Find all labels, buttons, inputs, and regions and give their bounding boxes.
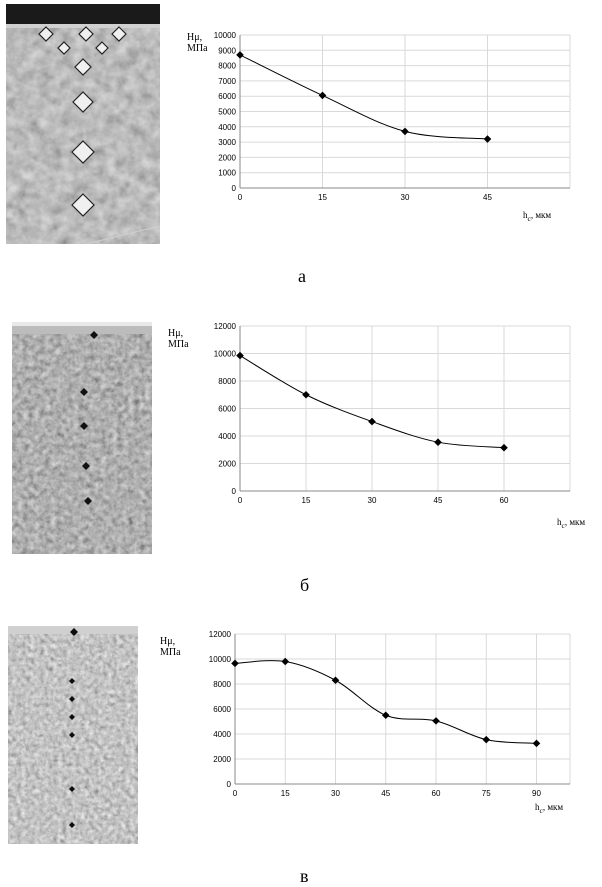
chart-b-ytick-label: 2000 xyxy=(218,460,236,469)
chart-c-point xyxy=(532,739,541,748)
chart-c-ytick-label: 0 xyxy=(227,780,232,789)
chart-c-xtick-label: 45 xyxy=(381,789,390,798)
chart-c-point xyxy=(432,717,440,725)
chart-a-ytick-label: 10000 xyxy=(214,31,237,40)
chart-b-ytick-label: 4000 xyxy=(218,432,236,441)
chart-a-ytick-label: 0 xyxy=(232,184,237,193)
chart-b-point xyxy=(368,417,376,426)
chart-c-ytick-label: 8000 xyxy=(213,680,231,689)
chart-c-svg: 0 2000 4000 6000 8000 10000 12000 0 15 30 45 60 75 90 xyxy=(209,630,571,798)
chart-c-ytick-label: 4000 xyxy=(213,730,231,739)
micrograph-c xyxy=(8,626,138,844)
panel-label-c: в xyxy=(300,866,309,886)
chart-a-ylabel-line1: Hμ, xyxy=(187,32,203,43)
chart-c-ylabel-line2: МПа xyxy=(160,647,181,658)
chart-c-ytick-label: 10000 xyxy=(209,655,232,664)
chart-b-point xyxy=(434,438,442,446)
chart-a-xtick-label: 45 xyxy=(483,193,492,202)
chart-b-xlabel-h: h xyxy=(557,517,562,527)
chart-a-ytick-label: 7000 xyxy=(218,77,236,86)
chart-a-ytick-label: 1000 xyxy=(218,169,236,178)
chart-a-ytick-label: 2000 xyxy=(218,153,236,162)
chart-a-series-line xyxy=(239,54,488,140)
chart-b: 0 2000 4000 6000 8000 10000 12000 0 15 30 45 60 xyxy=(200,318,580,513)
micrograph-c-image xyxy=(8,626,138,844)
chart-c-xtick-label: 75 xyxy=(482,789,491,798)
chart-b-point xyxy=(500,443,508,452)
chart-b-ylabel-line1: Hμ, xyxy=(168,328,184,339)
micrograph-a xyxy=(6,4,160,244)
chart-c-ylabel: Hμ, МПа xyxy=(160,636,181,658)
chart-a-xtick-label: 15 xyxy=(318,193,327,202)
chart-a-xtick-label: 30 xyxy=(401,193,410,202)
chart-b-svg: 0 2000 4000 6000 8000 10000 12000 0 15 30 45 60 xyxy=(214,322,571,505)
chart-a-ytick-label: 9000 xyxy=(218,46,236,55)
chart-a-ytick-label: 5000 xyxy=(218,108,236,117)
chart-b-point xyxy=(302,390,310,399)
chart-c-point xyxy=(381,711,390,720)
chart-b-ytick-label: 10000 xyxy=(214,350,237,359)
chart-a-xlabel: hc, мкм xyxy=(523,210,551,223)
chart-b-xtick-label: 60 xyxy=(500,496,509,505)
chart-b-xtick-label: 45 xyxy=(434,496,443,505)
chart-c-point xyxy=(482,735,491,744)
chart-c-xtick-label: 60 xyxy=(432,789,441,798)
chart-a-xlabel-h: h xyxy=(523,210,528,220)
chart-a-ytick-label: 8000 xyxy=(218,62,236,71)
chart-b-ytick-label: 6000 xyxy=(218,405,236,414)
chart-b-ytick-label: 0 xyxy=(232,487,237,496)
chart-a-xlabel-unit: , мкм xyxy=(530,210,552,220)
chart-a-point xyxy=(236,51,244,59)
chart-c-xtick-label: 90 xyxy=(532,789,541,798)
micrograph-a-image xyxy=(6,4,160,244)
chart-b-xlabel-unit: , мкм xyxy=(564,517,586,527)
chart-a-ytick-label: 3000 xyxy=(218,138,236,147)
chart-c-xlabel: hc, мкм xyxy=(535,802,563,815)
chart-c-xlabel-h: h xyxy=(535,802,540,812)
chart-b-xtick-label: 0 xyxy=(238,496,243,505)
chart-b-ytick-label: 8000 xyxy=(218,377,236,386)
chart-c-ytick-label: 2000 xyxy=(213,755,231,764)
chart-b-xtick-label: 30 xyxy=(368,496,377,505)
chart-b-xlabel-sub: c xyxy=(561,520,565,530)
chart-c-ytick-label: 6000 xyxy=(213,705,231,714)
chart-b-ytick-label: 12000 xyxy=(214,322,237,331)
chart-b-xtick-label: 15 xyxy=(302,496,311,505)
chart-c-ylabel-line1: Hμ, xyxy=(160,636,176,647)
chart-b-xlabel: hc, мкм xyxy=(557,517,585,530)
chart-a: 0 1000 2000 3000 4000 5000 6000 7000 8000 9000 100… xyxy=(200,25,580,210)
chart-a-ylabel: Hμ, МПа xyxy=(187,32,208,54)
chart-a-xtick-label: 0 xyxy=(238,193,243,202)
panel-label-a: а xyxy=(298,266,306,286)
chart-c-xlabel-sub: c xyxy=(539,805,543,815)
chart-a-svg: 0 1000 2000 3000 4000 5000 6000 7000 8000 9000 100… xyxy=(214,31,571,202)
chart-b-ylabel: Hμ, МПа xyxy=(168,328,189,350)
chart-a-point xyxy=(318,91,327,100)
chart-a-ytick-label: 6000 xyxy=(218,92,236,101)
chart-c-ytick-label: 12000 xyxy=(209,630,232,639)
chart-a-xlabel-sub: c xyxy=(527,213,531,223)
micrograph-b-image xyxy=(12,322,152,554)
chart-a-ylabel-line2: МПа xyxy=(187,43,208,54)
chart-c-point xyxy=(231,659,239,668)
chart-c-xtick-label: 0 xyxy=(233,789,238,798)
micrograph-b xyxy=(12,322,152,554)
chart-b-point xyxy=(236,351,244,360)
chart-b-ylabel-line2: МПа xyxy=(168,339,189,350)
chart-c-point xyxy=(331,676,340,685)
panel-label-b: б xyxy=(300,575,310,595)
chart-a-ytick-label: 4000 xyxy=(218,123,236,132)
chart-c-xtick-label: 15 xyxy=(281,789,290,798)
chart-c-xtick-label: 30 xyxy=(331,789,340,798)
chart-c: 0 2000 4000 6000 8000 10000 12000 0 15 30 45 60 75 90 xyxy=(195,626,580,806)
chart-c-xlabel-unit: , мкм xyxy=(542,802,564,812)
chart-a-point xyxy=(401,127,409,136)
